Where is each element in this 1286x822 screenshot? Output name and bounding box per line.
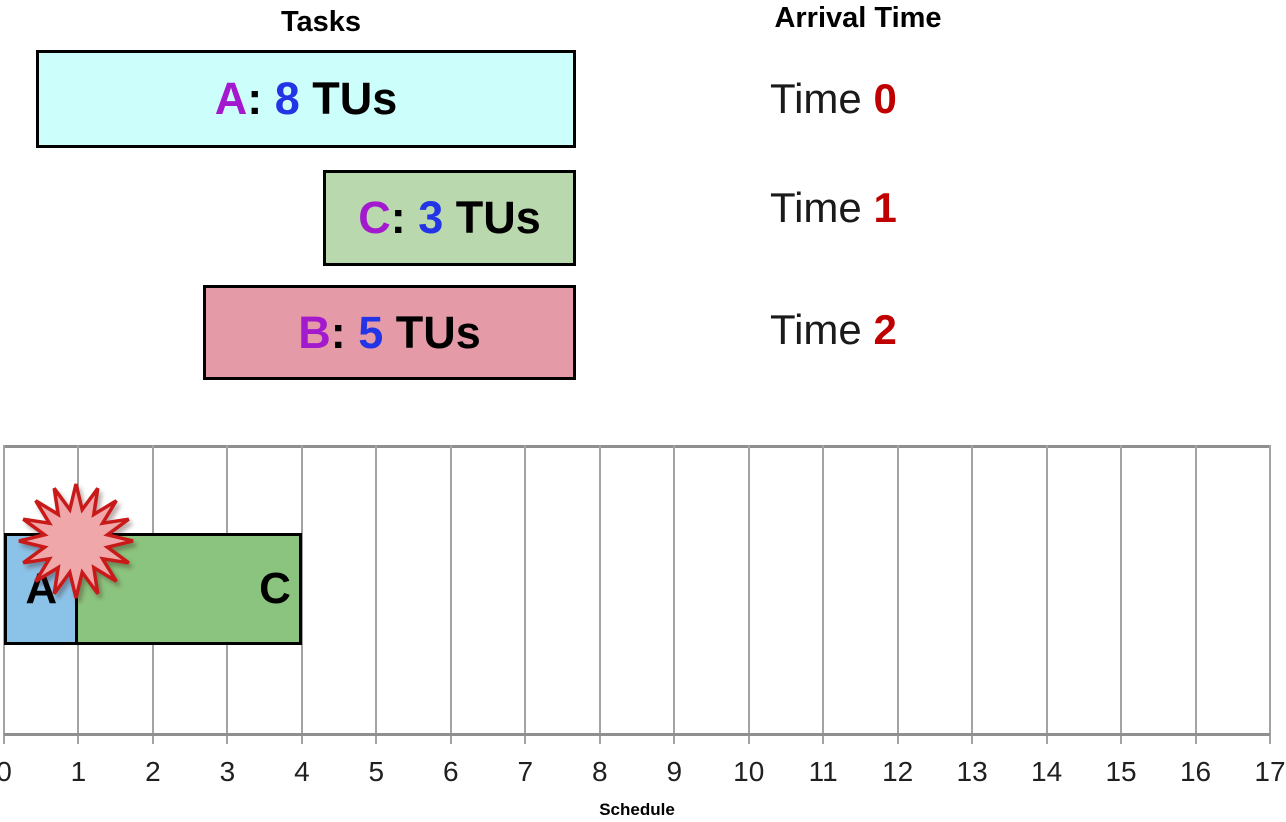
arrival-row-2: Time 2 bbox=[770, 307, 897, 353]
gridline bbox=[449, 445, 452, 744]
task-b-separator: : bbox=[330, 306, 359, 358]
x-axis-tick-labels: 0 1 2 3 4 5 6 7 8 9 10 11 12 13 14 15 16… bbox=[0, 756, 1286, 788]
burst-shape bbox=[18, 483, 134, 599]
arrival-0-prefix: Time bbox=[770, 75, 874, 122]
arrival-0-value: 0 bbox=[873, 75, 897, 122]
tasks-column-title: Tasks bbox=[280, 6, 362, 38]
tick-label: 9 bbox=[666, 756, 683, 787]
task-c-separator: : bbox=[390, 192, 419, 243]
arrival-column-title: Arrival Time bbox=[774, 2, 942, 34]
gridline bbox=[1269, 445, 1271, 744]
tick-label: 5 bbox=[368, 756, 385, 787]
x-axis-title: Schedule bbox=[599, 800, 675, 819]
task-box-a: A: 8 TUs bbox=[36, 50, 576, 148]
chart-top-border bbox=[4, 445, 1270, 448]
gridline bbox=[1194, 445, 1197, 744]
tick-label: 13 bbox=[956, 756, 988, 787]
tick-label: 10 bbox=[733, 756, 765, 787]
arrival-row-1: Time 1 bbox=[770, 185, 897, 231]
gridline bbox=[673, 445, 676, 744]
arrival-2-value: 2 bbox=[873, 306, 897, 353]
gridline bbox=[896, 445, 899, 744]
task-a-unit: TUs bbox=[299, 73, 398, 124]
task-a-separator: : bbox=[247, 73, 275, 124]
task-a-duration: 8 bbox=[274, 73, 300, 124]
task-box-c: C: 3 TUs bbox=[323, 170, 576, 266]
tick-label: 1 bbox=[70, 756, 87, 787]
gridline bbox=[971, 445, 974, 744]
gridline bbox=[300, 445, 303, 744]
arrival-1-prefix: Time bbox=[770, 184, 874, 231]
tick-label: 2 bbox=[145, 756, 161, 787]
schedule-gantt-chart: A C bbox=[3, 445, 1271, 744]
tick-label: 3 bbox=[219, 756, 236, 787]
gridline bbox=[524, 445, 527, 744]
gantt-bar-c: C bbox=[75, 533, 302, 645]
tick-label: 16 bbox=[1179, 756, 1212, 787]
tick-label: 14 bbox=[1031, 756, 1063, 787]
gantt-bar-c-label: C bbox=[259, 564, 291, 613]
gridline bbox=[822, 445, 825, 744]
preemption-burst-icon bbox=[18, 483, 134, 599]
task-c-letter: C bbox=[358, 192, 391, 243]
task-a-letter: A bbox=[214, 73, 248, 124]
tick-label: 8 bbox=[591, 756, 608, 787]
tick-label: 17 bbox=[1254, 756, 1286, 787]
gridline bbox=[747, 445, 750, 744]
gridline bbox=[598, 445, 601, 744]
task-b-letter: B bbox=[298, 306, 331, 358]
tick-label: 6 bbox=[443, 756, 459, 787]
tick-label: 11 bbox=[808, 756, 838, 787]
arrival-1-value: 1 bbox=[873, 184, 897, 231]
gridline bbox=[375, 445, 378, 744]
arrival-2-prefix: Time bbox=[770, 306, 874, 353]
gridline bbox=[1120, 445, 1123, 744]
task-c-unit: TUs bbox=[443, 192, 541, 243]
tick-label: 12 bbox=[882, 756, 914, 787]
task-c-duration: 3 bbox=[418, 192, 444, 243]
arrival-row-0: Time 0 bbox=[770, 76, 897, 122]
tick-label: 4 bbox=[294, 756, 310, 787]
tick-label: 0 bbox=[0, 756, 12, 787]
x-axis-line bbox=[4, 733, 1270, 736]
tick-label: 7 bbox=[517, 756, 534, 787]
task-box-b: B: 5 TUs bbox=[203, 285, 576, 380]
gridline bbox=[1045, 445, 1048, 744]
tick-label: 15 bbox=[1105, 756, 1137, 787]
task-b-duration: 5 bbox=[358, 306, 384, 358]
task-b-unit: TUs bbox=[383, 306, 481, 358]
